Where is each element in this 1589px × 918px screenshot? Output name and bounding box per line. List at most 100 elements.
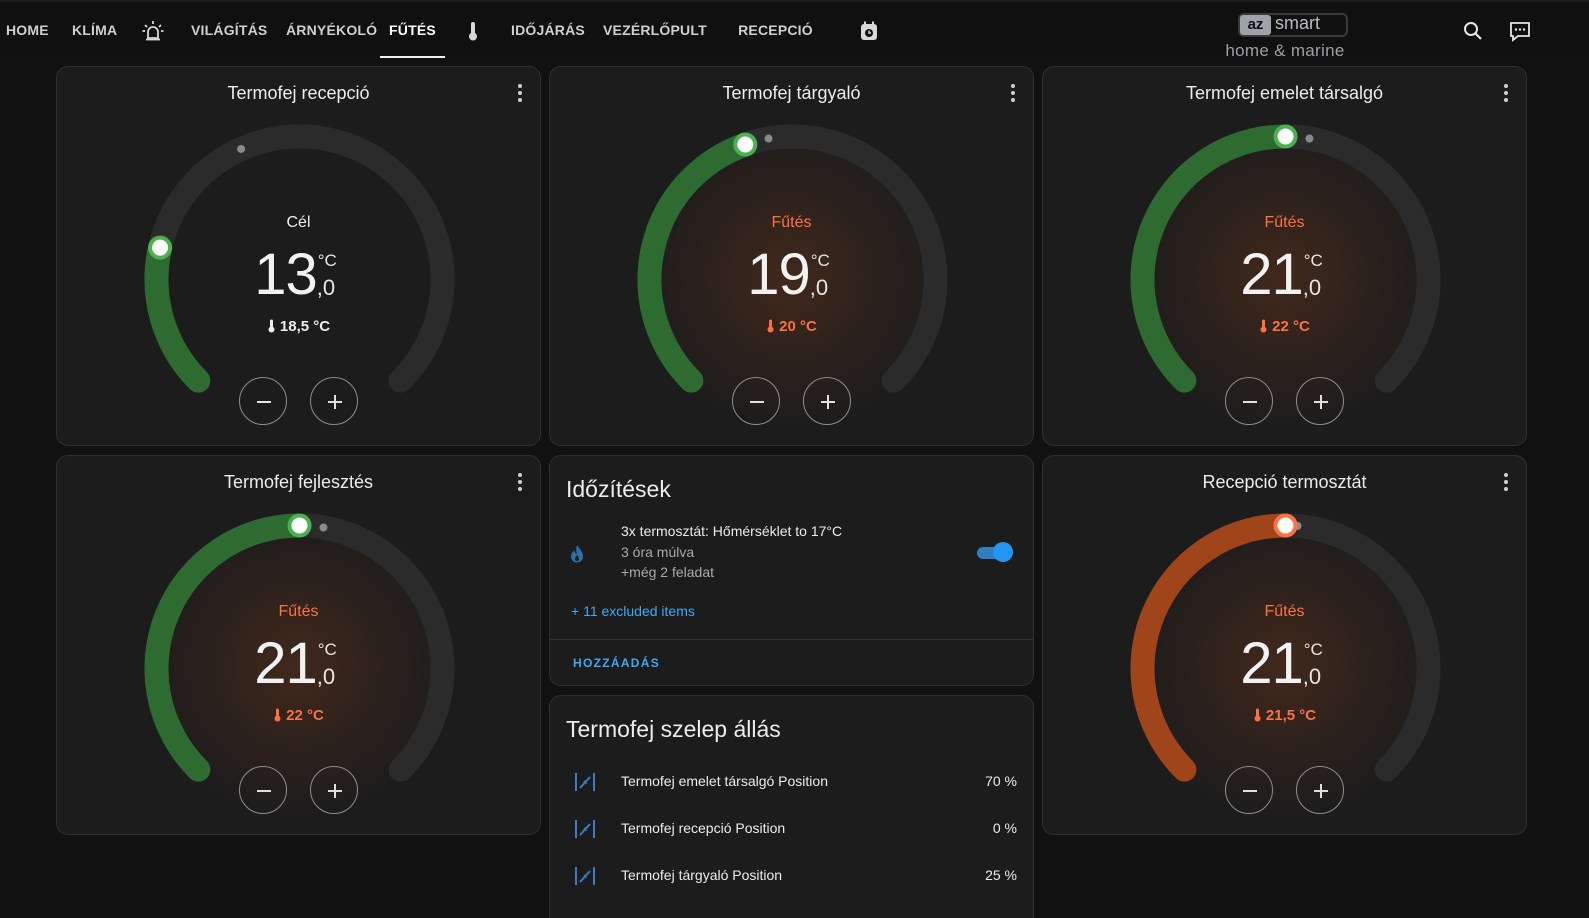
schedule-when: 3 óra múlva <box>621 544 695 560</box>
increase-temperature-button[interactable] <box>310 377 358 425</box>
temperature-dial[interactable] <box>137 117 462 442</box>
tab-vezerlopult[interactable]: VEZÉRLŐPULT <box>603 22 707 38</box>
decrease-temperature-button[interactable] <box>239 766 287 814</box>
target-temp-integer: 19 <box>747 242 811 307</box>
dial-handle[interactable] <box>733 132 758 157</box>
alarm-light-icon[interactable] <box>141 19 165 43</box>
thermostat-title: Termofej emelet társalgó <box>1185 83 1384 103</box>
target-temperature: 21 °C ,0 <box>1043 634 1526 694</box>
target-temp-decimal: ,0 <box>316 275 336 300</box>
current-temp-value: 21,5 °C <box>1265 707 1317 724</box>
current-temperature: 21,5 °C <box>1043 707 1526 724</box>
valve-name: Termofej tárgyaló Position <box>621 867 783 883</box>
brand-smart: smart <box>1275 13 1320 33</box>
scheduler-card: Időzítések 3x termosztát: Hőmérséklet to… <box>549 455 1034 686</box>
target-temp-decimal: ,0 <box>1302 275 1322 300</box>
valve-value: 70 % <box>985 773 1017 789</box>
temp-unit: °C <box>810 251 830 270</box>
excluded-items-link[interactable]: + 11 excluded items <box>571 603 695 619</box>
thermostat-card: Recepció termosztát Fűtés 21 °C ,0 21,5 °C <box>1042 455 1527 835</box>
increase-temperature-button[interactable] <box>310 766 358 814</box>
thermostat-card: Termofej recepció Cél 13 °C ,0 18,5 °C <box>56 66 541 446</box>
current-temp-marker <box>237 144 246 153</box>
scheduler-title: Időzítések <box>566 476 671 502</box>
dial-value-arc <box>144 513 312 782</box>
thermometer-icon[interactable] <box>461 19 485 43</box>
hvac-mode-label: Fűtés <box>1264 603 1305 620</box>
tab-arnyekolo[interactable]: ÁRNYÉKOLÓ <box>286 22 378 38</box>
thermostat-title: Recepció termosztát <box>1202 472 1367 492</box>
hvac-mode-label: Fűtés <box>1264 214 1305 231</box>
tab-klima[interactable]: KLÍMA <box>72 22 118 38</box>
current-temp-marker <box>1305 134 1314 143</box>
valve-position-card: Termofej szelep állás Termofej emelet tá… <box>549 695 1034 918</box>
hvac-mode-label: Cél <box>286 214 311 231</box>
valve-row[interactable]: Termofej tárgyaló Position 25 % <box>550 856 1033 896</box>
current-temp-value: 20 °C <box>779 318 817 335</box>
schedule-name[interactable]: 3x termosztát: Hőmérséklet to 17°C <box>621 523 843 539</box>
fire-icon <box>568 544 586 569</box>
current-temp-marker <box>319 523 328 532</box>
decrease-temperature-button[interactable] <box>239 377 287 425</box>
toggle-knob <box>993 542 1013 562</box>
schedule-more: +még 2 feladat <box>621 564 715 580</box>
thermostat-card: Termofej fejlesztés Fűtés 21 °C ,0 22 °C <box>56 455 541 835</box>
calendar-clock-icon[interactable] <box>857 19 881 43</box>
brand-az: az <box>1240 15 1271 35</box>
valve-row[interactable]: Termofej emelet társalgó Position 70 % <box>550 762 1033 802</box>
more-options-icon[interactable] <box>1503 473 1509 491</box>
target-temperature: 13 °C ,0 <box>57 245 540 305</box>
thermometer-small-icon <box>274 708 281 722</box>
dial-handle[interactable] <box>1273 513 1298 538</box>
search-icon[interactable] <box>1461 19 1485 43</box>
temperature-dial[interactable] <box>137 506 462 831</box>
increase-temperature-button[interactable] <box>803 377 851 425</box>
valve-icon <box>573 817 597 846</box>
tab-futes[interactable]: FŰTÉS <box>380 2 445 59</box>
dial-handle[interactable] <box>1273 124 1298 149</box>
tab-home[interactable]: HOME <box>6 22 49 38</box>
thermostat-card: Termofej tárgyaló Fűtés 19 °C ,0 20 °C <box>549 66 1034 446</box>
hvac-mode-label: Fűtés <box>278 603 319 620</box>
dial-value-arc <box>1130 124 1298 393</box>
decrease-temperature-button[interactable] <box>1225 766 1273 814</box>
dial-handle[interactable] <box>287 513 312 538</box>
add-schedule-button[interactable]: HOZZÁADÁS <box>573 656 661 670</box>
more-options-icon[interactable] <box>517 84 523 102</box>
more-options-icon[interactable] <box>1503 84 1509 102</box>
divider <box>550 639 1033 640</box>
decrease-temperature-button[interactable] <box>1225 377 1273 425</box>
target-temperature: 19 °C ,0 <box>550 245 1033 305</box>
temperature-dial[interactable] <box>630 117 955 442</box>
more-options-icon[interactable] <box>517 473 523 491</box>
more-options-icon[interactable] <box>1010 84 1016 102</box>
valve-icon <box>573 770 597 799</box>
target-temp-integer: 21 <box>254 631 318 696</box>
valve-icon <box>573 864 597 893</box>
temp-unit: °C <box>1303 640 1323 659</box>
current-temperature: 22 °C <box>1043 318 1526 335</box>
brand-tagline: home & marine <box>1225 41 1345 60</box>
valve-name: Termofej emelet társalgó Position <box>621 773 828 789</box>
schedule-toggle[interactable] <box>977 542 1013 562</box>
temperature-dial[interactable] <box>1123 117 1448 442</box>
decrease-temperature-button[interactable] <box>732 377 780 425</box>
valve-value: 0 % <box>992 820 1017 836</box>
target-temp-decimal: ,0 <box>316 664 336 689</box>
tab-recepcio-futes[interactable]: RECEPCIÓ FŰTÉS <box>738 22 813 95</box>
target-temp-integer: 13 <box>254 242 318 307</box>
target-temp-integer: 21 <box>1240 631 1304 696</box>
target-temp-decimal: ,0 <box>809 275 829 300</box>
temperature-dial[interactable] <box>1123 506 1448 831</box>
valve-row[interactable]: Termofej recepció Position 0 % <box>550 809 1033 849</box>
temp-unit: °C <box>1303 251 1323 270</box>
increase-temperature-button[interactable] <box>1296 377 1344 425</box>
tab-idojaras[interactable]: IDŐJÁRÁS <box>511 22 585 38</box>
increase-temperature-button[interactable] <box>1296 766 1344 814</box>
tab-vilagitas[interactable]: VILÁGÍTÁS <box>191 22 268 38</box>
current-temp-value: 22 °C <box>1272 318 1310 335</box>
temp-unit: °C <box>317 640 337 659</box>
current-temperature: 20 °C <box>550 318 1033 335</box>
dial-handle[interactable] <box>148 235 173 260</box>
assist-chat-icon[interactable] <box>1508 19 1532 43</box>
